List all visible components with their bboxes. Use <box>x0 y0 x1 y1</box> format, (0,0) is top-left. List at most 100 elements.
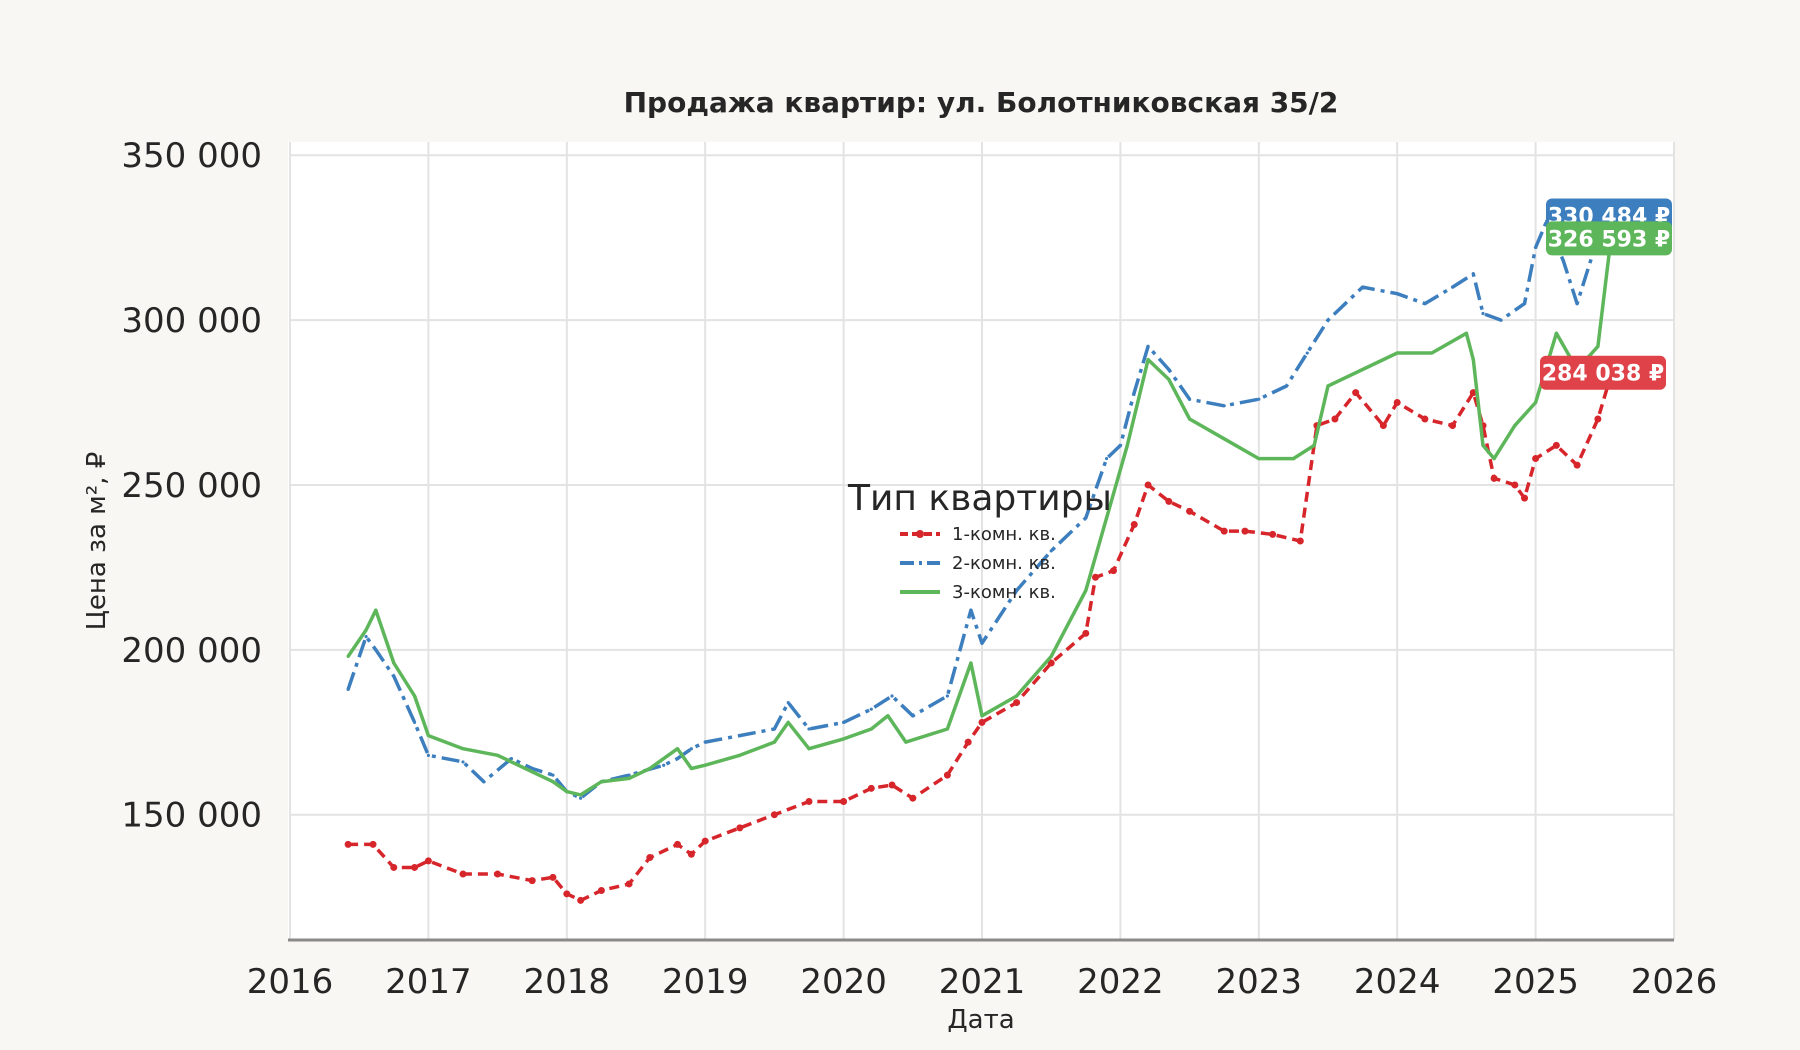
data-point <box>530 770 534 774</box>
data-point <box>1015 694 1019 698</box>
data-point <box>411 863 419 871</box>
end-label-text: 284 038 ₽ <box>1542 362 1664 387</box>
x-tick-labels: 2016 2017 2018 2019 2020 2021 2022 2023 2024 2025… <box>247 962 1718 1002</box>
data-point <box>509 757 514 761</box>
data-point <box>426 753 430 757</box>
data-point <box>869 707 873 711</box>
data-point <box>1130 521 1138 529</box>
data-point <box>1499 318 1503 322</box>
data-point <box>1296 537 1304 545</box>
data-point <box>904 740 908 744</box>
data-point <box>374 608 378 612</box>
data-point <box>346 687 350 691</box>
data-point <box>364 628 368 632</box>
y-tick-label: 250 000 <box>121 466 262 506</box>
data-point <box>1352 389 1360 397</box>
data-point <box>579 796 583 800</box>
data-point <box>1326 384 1330 388</box>
data-point <box>703 740 707 744</box>
y-tick-label: 200 000 <box>121 631 262 671</box>
x-tick-label: 2017 <box>385 962 472 1002</box>
data-point <box>886 714 890 718</box>
data-point <box>1450 285 1455 289</box>
data-point <box>1186 507 1194 515</box>
data-point <box>662 763 666 767</box>
data-point <box>459 870 467 878</box>
data-point <box>1573 461 1581 469</box>
data-point <box>1125 443 1129 447</box>
data-point <box>1471 272 1475 276</box>
data-point <box>1331 415 1339 423</box>
data-point <box>675 757 680 761</box>
data-point <box>1421 415 1429 423</box>
y-tick-label: 300 000 <box>121 301 262 341</box>
series-layer <box>344 217 1616 904</box>
x-tick-label: 2020 <box>800 962 887 1002</box>
data-point <box>412 694 417 698</box>
data-point <box>1291 456 1295 461</box>
data-point <box>1534 245 1538 250</box>
y-tick-labels: 150 000 200 000 250 000 300 000 350 000 <box>121 136 262 836</box>
data-point <box>909 794 917 802</box>
data-point <box>701 837 709 845</box>
data-point <box>392 661 396 665</box>
data-point <box>689 747 693 751</box>
data-point <box>364 635 368 639</box>
data-point <box>842 720 846 724</box>
x-tick-label: 2025 <box>1492 962 1579 1002</box>
data-point <box>1188 397 1192 401</box>
data-point <box>1146 358 1150 362</box>
data-point <box>1554 331 1558 335</box>
data-point <box>1013 699 1021 707</box>
legend-entries: 1-комн. кв. 2-комн. кв. 3-комн. кв. <box>900 524 1056 603</box>
data-point <box>1167 377 1171 382</box>
data-point <box>1379 422 1387 430</box>
x-tick-label: 2023 <box>1216 962 1303 1002</box>
data-point <box>1511 481 1519 489</box>
data-point <box>646 854 654 862</box>
legend-marker <box>916 530 924 538</box>
data-point <box>807 747 811 751</box>
data-point <box>978 718 986 726</box>
legend: Тип квартиры 1-комн. кв. 2-комн. кв. 3-ком… <box>847 478 1112 603</box>
end-label-badge <box>1546 221 1672 256</box>
data-point <box>461 760 465 764</box>
legend-entry-label: 2-комн. кв. <box>952 553 1056 574</box>
data-point <box>1049 654 1053 659</box>
data-point <box>1361 285 1365 289</box>
data-point <box>494 870 502 878</box>
data-point <box>1015 588 1019 593</box>
data-point <box>1269 530 1277 538</box>
data-point <box>703 763 707 767</box>
data-point <box>1132 391 1136 395</box>
data-point <box>549 873 557 881</box>
end-labels: 330 484 ₽326 593 ₽284 038 ₽ <box>1540 198 1672 390</box>
data-point <box>867 784 875 792</box>
data-point <box>687 850 695 858</box>
data-point <box>1552 441 1560 449</box>
data-point <box>496 753 500 757</box>
x-axis-label: Дата <box>947 1005 1014 1035</box>
data-point <box>390 863 398 871</box>
data-point <box>689 766 693 771</box>
data-point <box>1430 351 1434 355</box>
data-point <box>1257 456 1261 461</box>
data-point <box>738 733 742 738</box>
data-point <box>627 773 631 777</box>
legend-entry-label: 1-комн. кв. <box>952 524 1056 545</box>
data-point <box>1492 456 1496 461</box>
data-point <box>1047 659 1055 667</box>
data-point <box>374 648 378 652</box>
data-point <box>1522 301 1527 306</box>
end-label-text: 326 593 ₽ <box>1548 227 1670 252</box>
data-point <box>943 771 951 779</box>
data-point <box>969 661 973 665</box>
data-point <box>1471 358 1475 362</box>
data-point <box>648 766 652 771</box>
data-point <box>1532 455 1540 463</box>
grid <box>289 142 1675 940</box>
data-point <box>1449 422 1457 430</box>
legend-title: Тип квартиры <box>847 478 1112 519</box>
data-point <box>551 773 555 777</box>
data-point <box>1104 516 1109 520</box>
